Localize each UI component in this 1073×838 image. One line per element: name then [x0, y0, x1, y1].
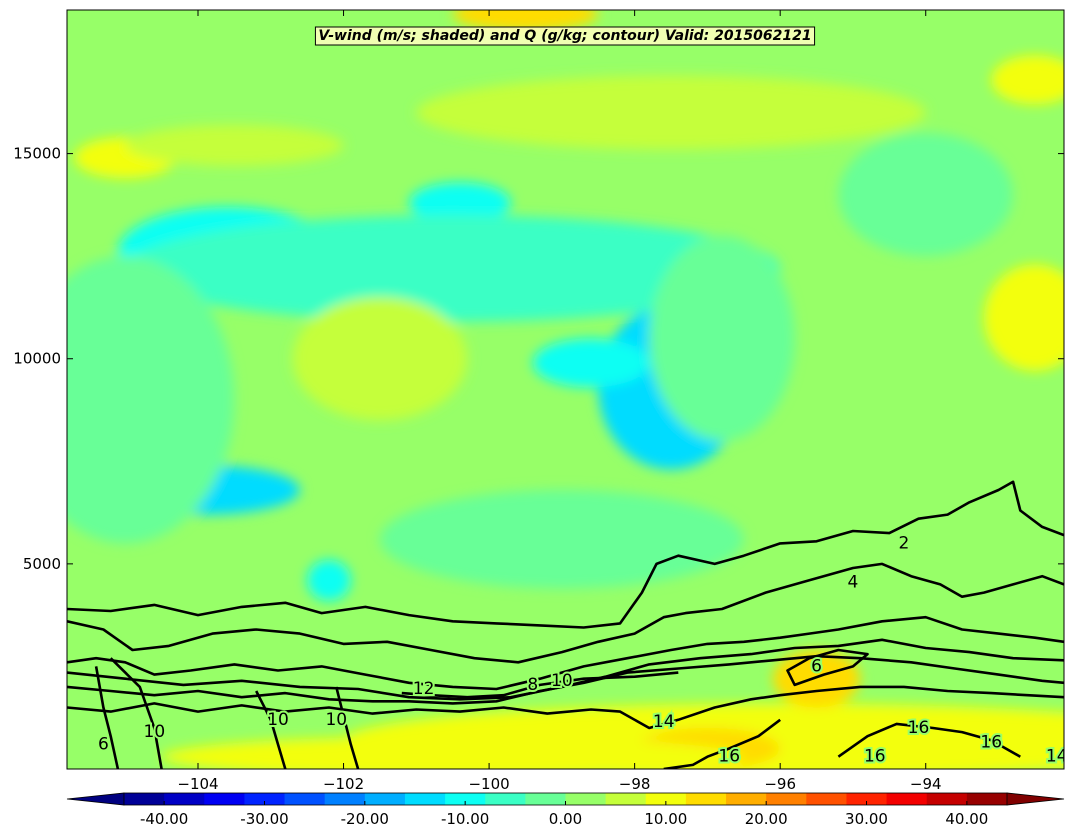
colorbar-bin-6 [364, 793, 406, 805]
contour-line-6-7 [786, 648, 869, 687]
contour-lines [67, 480, 1064, 769]
contour-label-12: 10 [144, 722, 166, 742]
colorbar-bin-14 [685, 793, 727, 805]
colorbar-bin-19 [886, 793, 928, 805]
x-tick-label-0: −104 [177, 775, 218, 793]
colorbar-bin-4 [284, 793, 326, 805]
colorbar-bin-20 [926, 793, 968, 805]
contour-line-14-6 [67, 685, 1064, 730]
shaded-feature-2 [532, 338, 650, 388]
contour-label-5: 12 [413, 679, 435, 699]
colorbar-tick-label-7: 30.00 [845, 810, 888, 828]
y-tick-label-2: 15000 [13, 145, 61, 163]
contour-line-10-10 [109, 657, 163, 769]
colorbar-bin-17 [806, 793, 847, 805]
colorbar-extend-low [66, 792, 125, 806]
shaded-feature-16 [983, 264, 1064, 372]
colorbar-tick-label-3: -10.00 [441, 810, 489, 828]
colorbar-bin-11 [565, 793, 607, 805]
x-tick-label-1: −102 [323, 775, 364, 793]
contour-label-11: 14 [1046, 747, 1068, 767]
contour-line-2-0 [67, 480, 1064, 629]
contour-line-16-9 [837, 722, 1021, 758]
shaded-feature-9 [67, 256, 235, 544]
x-axis: −104 −102 −100 −98 −96 −94 [177, 10, 942, 793]
contour-label-7: 16 [718, 747, 740, 767]
shaded-feature-22 [838, 133, 1014, 257]
contour-label-14: 10 [325, 710, 347, 730]
chart-title-box: V-wind (m/s; shaded) and Q (g/kg; contou… [314, 26, 816, 46]
contour-label-13: 10 [267, 710, 289, 730]
contour-label-9: 16 [864, 747, 886, 767]
shaded-feature-21 [125, 124, 344, 166]
y-axis: 5000 10000 15000 [13, 145, 1064, 573]
colorbar-bin-10 [525, 793, 566, 805]
colorbar-bin-13 [645, 793, 687, 805]
contour-label-1: 4 [848, 572, 859, 592]
shaded-feature-14 [161, 736, 744, 769]
shaded-feature-7 [649, 235, 795, 441]
contour-label-6: 14 [653, 712, 675, 732]
chart-title: V-wind (m/s; shaded) and Q (g/kg; contou… [318, 28, 811, 44]
colorbar-tick-label-4: 0.00 [549, 810, 582, 828]
colorbar-bin-3 [244, 793, 286, 805]
contour-label-10: 16 [980, 732, 1002, 752]
colorbar: -40.00 -30.00 -20.00 -10.00 0.00 10.00 20.00 30… [66, 792, 1065, 828]
colorbar-bin-1 [164, 793, 205, 805]
chart-title-background [314, 26, 816, 46]
colorbar-bin-21 [966, 793, 1008, 805]
shaded-feature-20 [416, 75, 926, 150]
colorbar-bin-12 [605, 793, 647, 805]
contour-line-16-8 [663, 718, 781, 769]
x-tick-label-2: −100 [468, 775, 509, 793]
colorbar-tick-label-2: -20.00 [341, 810, 389, 828]
contour-labels: 2 4 6 8 10 12 14 16 16 16 16 14 10 10 10 6 [96, 531, 1068, 768]
contour-line-12-5 [401, 671, 679, 699]
colorbar-extend-high [1006, 792, 1065, 806]
shaded-feature-5 [409, 182, 511, 224]
colorbar-bin-18 [846, 793, 888, 805]
contour-line-10-11 [255, 690, 287, 769]
y-tick-label-0: 5000 [23, 555, 61, 573]
shaded-field [67, 10, 1064, 769]
colorbar-bin-5 [324, 793, 366, 805]
colorbar-tick-label-5: 10.00 [644, 810, 687, 828]
shaded-feature-8 [307, 559, 351, 601]
shaded-feature-19 [292, 297, 468, 421]
plot-frame [66, 9, 1065, 770]
y-tick-label-1: 10000 [13, 350, 61, 368]
contour-line-10-4 [67, 654, 1064, 705]
contour-label-4: 10 [551, 671, 573, 691]
colorbar-bin-16 [766, 793, 807, 805]
colorbar-bin-0 [124, 793, 165, 805]
colorbar-tick-label-1: -30.00 [240, 810, 288, 828]
colorbar-bin-7 [404, 793, 446, 805]
contour-line-6-13 [94, 666, 120, 769]
shaded-features [67, 10, 1064, 769]
contour-label-15: 6 [98, 734, 109, 754]
colorbar-bin-15 [726, 793, 767, 805]
contour-label-3: 8 [527, 675, 538, 695]
contour-label-2: 6 [811, 656, 822, 676]
colorbar-tick-label-8: 40.00 [945, 810, 988, 828]
shaded-feature-17 [991, 55, 1064, 105]
colorbar-tick-label-6: 20.00 [745, 810, 788, 828]
contour-line-4-1 [67, 562, 1064, 664]
colorbar-bin-9 [485, 793, 526, 805]
colorbar-bin-2 [204, 793, 245, 805]
shaded-feature-6 [125, 215, 781, 322]
x-tick-label-5: −94 [910, 775, 942, 793]
contour-line-6-2 [67, 615, 1064, 691]
colorbar-tick-label-0: -40.00 [140, 810, 188, 828]
contour-line-10-12 [335, 686, 360, 769]
x-tick-label-4: −96 [764, 775, 796, 793]
x-tick-label-3: −98 [619, 775, 651, 793]
colorbar-bin-8 [445, 793, 486, 805]
plot-area: 2 4 6 8 10 12 14 16 16 16 16 14 10 10 10 6 [66, 9, 1068, 770]
shaded-feature-10 [379, 490, 744, 589]
contour-label-0: 2 [898, 533, 909, 553]
contour-label-8: 16 [908, 718, 930, 738]
